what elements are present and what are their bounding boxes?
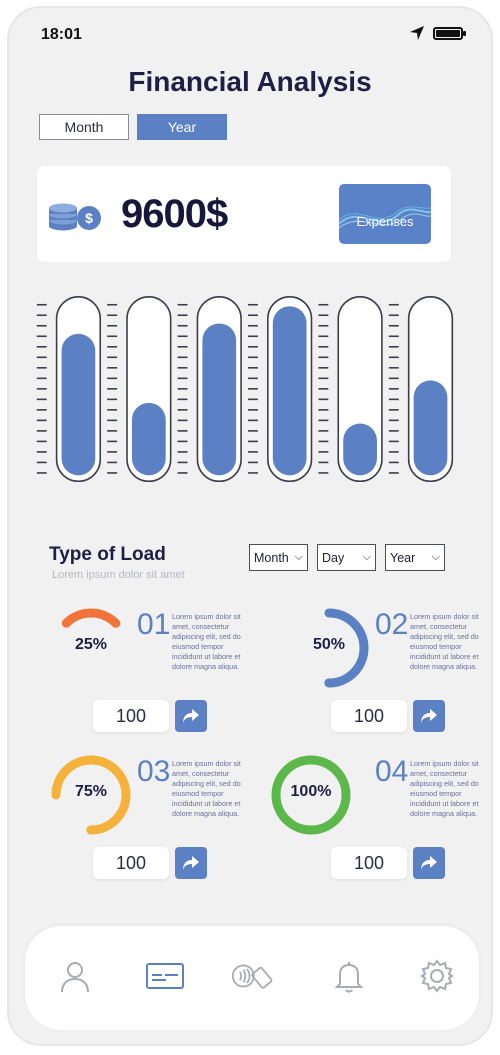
progress-ring (51, 755, 131, 835)
share-arrow-icon (421, 856, 437, 870)
load-description: Lorem ipsum dolor sit amet, consectetur … (172, 759, 241, 818)
share-arrow-icon (183, 856, 199, 870)
bar-fill (61, 333, 96, 476)
nav-cards[interactable] (143, 954, 187, 998)
status-icons (409, 25, 466, 41)
month-toggle-button[interactable]: Month (39, 114, 129, 140)
bar-fill (413, 380, 448, 476)
share-button[interactable] (175, 847, 207, 879)
filter-day-label: Day (322, 550, 345, 565)
user-icon (61, 962, 89, 993)
load-number: 01 (137, 608, 171, 641)
level-bar (248, 296, 313, 483)
level-bar (36, 296, 102, 483)
nav-notifications[interactable] (327, 954, 371, 998)
load-item: 50% 02 Lorem ipsum dolor sit amet, conse… (287, 606, 487, 746)
total-amount: 9600$ (121, 192, 228, 236)
progress-arc (289, 608, 369, 688)
load-item: 25% 01 Lorem ipsum dolor sit amet, conse… (49, 606, 249, 746)
chevron-down-icon: ⌵ (431, 551, 440, 563)
year-toggle-button[interactable]: Year (137, 114, 227, 140)
progress-ring (271, 755, 351, 835)
bottom-nav (25, 926, 479, 1030)
nav-payments[interactable] (231, 954, 275, 998)
bar-fill (343, 423, 377, 476)
filter-month-label: Month (254, 550, 289, 565)
level-bar (388, 296, 454, 483)
share-arrow-icon (183, 709, 199, 723)
load-description: Lorem ipsum dolor sit amet, consectetur … (172, 612, 241, 671)
load-description: Lorem ipsum dolor sit amet, consectetur … (410, 612, 479, 671)
progress-ring (51, 608, 131, 688)
section-subtitle: Lorem ipsum dolor sit amet (52, 569, 185, 581)
gear-icon (420, 959, 454, 993)
load-number: 02 (375, 608, 409, 641)
filter-year-label: Year (390, 550, 416, 565)
contactless-pay-icon (231, 964, 273, 989)
load-percent: 100% (290, 783, 332, 800)
load-item: 100% 04 Lorem ipsum dolor sit amet, cons… (269, 753, 479, 893)
period-toggle: Month Year (39, 114, 227, 140)
page-title: Financial Analysis (128, 66, 372, 97)
bar-fill (202, 323, 237, 476)
level-bar (177, 296, 242, 483)
share-button[interactable] (413, 847, 445, 879)
total-card: $ 9600$ Expenses (37, 166, 451, 262)
filter-year-select[interactable]: Year ⌵ (385, 544, 445, 571)
filter-month-select[interactable]: Month ⌵ (249, 544, 308, 571)
load-value-field[interactable]: 100 (93, 700, 169, 732)
load-percent: 50% (312, 636, 346, 653)
bar-fill (131, 402, 166, 476)
progress-arc (51, 755, 131, 835)
chevron-down-icon: ⌵ (294, 551, 303, 563)
section-title: Type of Load (49, 544, 166, 565)
bar-fill (272, 306, 307, 476)
share-button[interactable] (413, 700, 445, 732)
load-percent: 25% (74, 636, 108, 653)
wave-graphic-icon (339, 206, 431, 229)
expenses-button[interactable]: Expenses (339, 184, 431, 244)
filter-day-select[interactable]: Day ⌵ (317, 544, 376, 571)
share-arrow-icon (421, 709, 437, 723)
load-value-field[interactable]: 100 (331, 700, 407, 732)
progress-arc (51, 608, 131, 688)
coins-icon: $ (49, 203, 101, 231)
load-item: 75% 03 Lorem ipsum dolor sit amet, conse… (49, 753, 249, 893)
status-bar: 18:01 (9, 8, 491, 58)
expenses-label: Expenses (356, 214, 414, 229)
svg-text:$: $ (85, 210, 93, 226)
load-percent: 75% (74, 783, 108, 800)
credit-card-icon (146, 963, 184, 989)
filters: Month ⌵ Day ⌵ Year ⌵ (249, 544, 445, 571)
battery-icon (433, 26, 466, 40)
phone-screen: 18:01 Financial Analysis Month Year $ 96… (7, 6, 493, 1046)
load-number: 03 (137, 755, 171, 788)
chevron-down-icon: ⌵ (362, 551, 371, 563)
nav-settings[interactable] (415, 954, 459, 998)
load-value-field[interactable]: 100 (93, 847, 169, 879)
nav-profile[interactable] (53, 954, 97, 998)
load-value-field[interactable]: 100 (331, 847, 407, 879)
level-bar (107, 296, 172, 483)
load-number: 04 (375, 755, 409, 788)
location-arrow-icon (410, 26, 424, 40)
progress-ring (289, 608, 369, 688)
bell-icon (334, 962, 364, 993)
status-time: 18:01 (41, 26, 82, 43)
share-button[interactable] (175, 700, 207, 732)
load-description: Lorem ipsum dolor sit amet, consectetur … (410, 759, 479, 818)
progress-arc (271, 755, 351, 835)
level-bar (318, 296, 383, 483)
level-bars (36, 296, 454, 483)
